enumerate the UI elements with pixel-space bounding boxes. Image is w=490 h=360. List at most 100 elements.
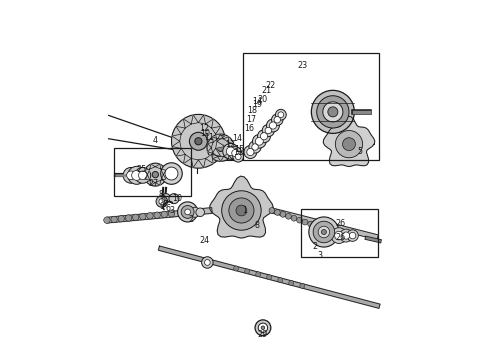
Circle shape (255, 320, 271, 336)
Text: 2: 2 (312, 242, 318, 251)
Circle shape (132, 214, 139, 221)
Circle shape (275, 109, 286, 120)
Text: 4: 4 (153, 136, 158, 145)
Circle shape (132, 170, 142, 180)
Polygon shape (191, 158, 198, 168)
Circle shape (340, 229, 353, 242)
Polygon shape (213, 153, 218, 159)
Circle shape (252, 134, 266, 148)
Circle shape (347, 230, 358, 241)
Polygon shape (323, 116, 375, 166)
Polygon shape (218, 134, 223, 139)
Text: 5: 5 (357, 147, 362, 156)
Polygon shape (161, 175, 166, 180)
Text: 27: 27 (148, 179, 159, 188)
Text: 1: 1 (242, 206, 247, 215)
Text: 26: 26 (335, 233, 345, 242)
Circle shape (331, 228, 347, 243)
Text: 18: 18 (247, 105, 257, 114)
Circle shape (181, 206, 194, 219)
Circle shape (135, 167, 151, 183)
Circle shape (190, 207, 200, 217)
Text: 11: 11 (233, 148, 243, 157)
Text: 3: 3 (318, 251, 323, 260)
Circle shape (191, 134, 206, 149)
Circle shape (161, 163, 182, 184)
Circle shape (161, 211, 168, 218)
Polygon shape (212, 148, 220, 156)
Circle shape (308, 221, 314, 227)
Text: 14: 14 (232, 134, 242, 143)
Text: 16: 16 (245, 123, 254, 132)
Text: 24: 24 (200, 237, 210, 246)
Polygon shape (183, 154, 191, 164)
Polygon shape (218, 157, 223, 161)
Circle shape (321, 229, 326, 234)
Polygon shape (208, 148, 213, 153)
Polygon shape (205, 119, 213, 128)
Circle shape (330, 229, 336, 235)
Polygon shape (210, 176, 273, 238)
Circle shape (252, 144, 258, 150)
Circle shape (335, 131, 363, 158)
Circle shape (123, 167, 139, 183)
Circle shape (111, 216, 117, 223)
Circle shape (245, 269, 250, 274)
Polygon shape (223, 153, 229, 159)
Circle shape (286, 213, 292, 219)
Polygon shape (107, 208, 212, 223)
Polygon shape (228, 142, 234, 148)
Circle shape (300, 283, 305, 288)
Text: 22: 22 (266, 81, 276, 90)
Polygon shape (191, 115, 198, 124)
Circle shape (289, 280, 294, 285)
Polygon shape (208, 142, 213, 148)
Circle shape (278, 278, 283, 283)
Circle shape (270, 122, 276, 129)
Circle shape (262, 125, 274, 136)
Circle shape (335, 231, 343, 240)
Circle shape (147, 213, 153, 219)
Circle shape (144, 163, 167, 186)
Text: 12: 12 (199, 123, 209, 132)
Circle shape (255, 137, 263, 145)
Circle shape (156, 196, 168, 207)
Circle shape (152, 171, 158, 178)
Polygon shape (150, 180, 155, 185)
Polygon shape (271, 208, 378, 240)
Circle shape (125, 215, 132, 221)
Polygon shape (205, 154, 213, 164)
Circle shape (177, 202, 197, 222)
Circle shape (140, 213, 146, 220)
Circle shape (319, 225, 324, 231)
Circle shape (258, 323, 268, 332)
Circle shape (274, 117, 280, 123)
Circle shape (311, 90, 354, 134)
Polygon shape (213, 137, 218, 142)
Circle shape (309, 217, 339, 247)
Circle shape (267, 275, 272, 280)
Circle shape (162, 194, 171, 202)
Circle shape (296, 217, 302, 223)
Text: 6: 6 (160, 195, 165, 204)
Circle shape (247, 148, 254, 156)
Polygon shape (183, 119, 191, 128)
Polygon shape (155, 164, 161, 169)
Circle shape (260, 133, 268, 140)
Circle shape (159, 199, 165, 204)
Circle shape (195, 138, 202, 145)
Text: 3: 3 (169, 206, 174, 215)
Circle shape (269, 208, 275, 213)
Circle shape (280, 211, 286, 217)
Circle shape (302, 219, 308, 225)
Circle shape (204, 260, 210, 265)
Text: 11: 11 (204, 133, 214, 142)
Polygon shape (172, 141, 181, 148)
Polygon shape (198, 115, 205, 124)
Circle shape (229, 147, 242, 159)
Text: 14: 14 (252, 96, 263, 105)
Circle shape (267, 119, 279, 132)
Circle shape (185, 209, 191, 215)
Text: 29: 29 (257, 330, 268, 339)
Circle shape (313, 223, 319, 229)
